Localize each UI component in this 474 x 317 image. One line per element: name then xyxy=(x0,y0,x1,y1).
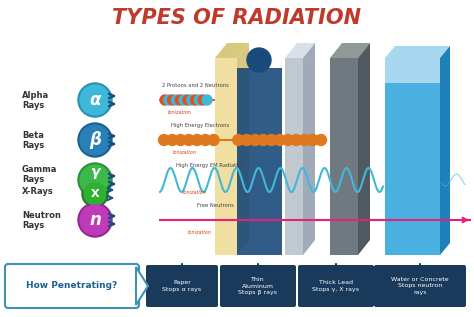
Circle shape xyxy=(160,95,170,105)
Text: How Penetrating?: How Penetrating? xyxy=(27,281,118,290)
Bar xyxy=(385,58,440,83)
Circle shape xyxy=(167,134,178,146)
Circle shape xyxy=(80,165,110,195)
Circle shape xyxy=(175,134,186,146)
Text: Alpha: Alpha xyxy=(22,90,49,100)
Text: Ionization: Ionization xyxy=(168,110,192,115)
Text: n: n xyxy=(89,211,101,229)
Text: Rays: Rays xyxy=(22,222,44,230)
Circle shape xyxy=(291,134,302,146)
Bar xyxy=(330,58,358,255)
Circle shape xyxy=(179,95,189,105)
Text: Ionization: Ionization xyxy=(173,150,197,155)
Polygon shape xyxy=(303,43,315,255)
Circle shape xyxy=(187,95,197,105)
Circle shape xyxy=(316,134,327,146)
Polygon shape xyxy=(440,46,450,255)
Circle shape xyxy=(191,95,201,105)
Circle shape xyxy=(266,134,277,146)
FancyBboxPatch shape xyxy=(220,265,296,307)
Text: Paper
Stops α rays: Paper Stops α rays xyxy=(163,281,201,292)
Circle shape xyxy=(241,134,252,146)
Polygon shape xyxy=(330,43,370,58)
Text: γ: γ xyxy=(90,165,100,179)
Circle shape xyxy=(183,95,193,105)
FancyBboxPatch shape xyxy=(298,265,374,307)
Circle shape xyxy=(168,95,178,105)
Text: X-Rays: X-Rays xyxy=(22,187,54,197)
Circle shape xyxy=(258,134,269,146)
Circle shape xyxy=(283,134,293,146)
Circle shape xyxy=(233,134,244,146)
Circle shape xyxy=(247,48,271,72)
Bar xyxy=(237,68,282,255)
Circle shape xyxy=(194,95,204,105)
Circle shape xyxy=(307,134,318,146)
Polygon shape xyxy=(285,43,315,58)
Text: Ionization: Ionization xyxy=(188,230,212,235)
Circle shape xyxy=(208,134,219,146)
Polygon shape xyxy=(237,43,249,255)
Circle shape xyxy=(164,95,174,105)
Text: TYPES OF RADIATION: TYPES OF RADIATION xyxy=(112,8,362,28)
Circle shape xyxy=(80,205,110,235)
Text: Free Neutrons: Free Neutrons xyxy=(197,203,233,208)
FancyBboxPatch shape xyxy=(146,265,218,307)
Text: High Energy Electrons: High Energy Electrons xyxy=(171,123,229,128)
Circle shape xyxy=(78,203,112,237)
FancyBboxPatch shape xyxy=(5,264,139,308)
Circle shape xyxy=(175,95,185,105)
Text: X: X xyxy=(91,189,100,199)
Circle shape xyxy=(78,163,112,197)
Circle shape xyxy=(172,95,182,105)
Bar xyxy=(285,58,303,255)
Circle shape xyxy=(191,134,202,146)
Polygon shape xyxy=(358,43,370,255)
Circle shape xyxy=(78,83,112,117)
Circle shape xyxy=(158,134,170,146)
Text: β: β xyxy=(89,131,101,149)
Circle shape xyxy=(78,123,112,157)
Text: Rays: Rays xyxy=(22,176,44,184)
Text: Neutron: Neutron xyxy=(22,210,61,219)
Text: Rays: Rays xyxy=(22,141,44,151)
Text: Beta: Beta xyxy=(22,131,44,139)
Polygon shape xyxy=(215,43,249,58)
Circle shape xyxy=(80,85,110,115)
Text: Water or Concrete
Stops neutron
rays: Water or Concrete Stops neutron rays xyxy=(391,277,449,295)
Polygon shape xyxy=(385,46,450,58)
Text: Ionization: Ionization xyxy=(183,190,207,195)
Text: Thick Lead
Stops γ, X rays: Thick Lead Stops γ, X rays xyxy=(312,281,359,292)
Circle shape xyxy=(202,95,212,105)
Circle shape xyxy=(183,134,194,146)
Circle shape xyxy=(80,125,110,155)
Circle shape xyxy=(299,134,310,146)
Text: High Energy EM Radiation: High Energy EM Radiation xyxy=(176,163,244,168)
Circle shape xyxy=(82,181,108,207)
Bar xyxy=(385,58,440,255)
Polygon shape xyxy=(136,267,148,305)
Circle shape xyxy=(274,134,285,146)
Text: Gamma: Gamma xyxy=(22,165,57,174)
Bar xyxy=(215,58,237,255)
Circle shape xyxy=(198,95,208,105)
Circle shape xyxy=(84,183,106,205)
Circle shape xyxy=(249,134,260,146)
Text: α: α xyxy=(89,91,100,109)
Text: 2 Protons and 2 Neutrons: 2 Protons and 2 Neutrons xyxy=(162,83,228,88)
Circle shape xyxy=(200,134,211,146)
Text: Thin
Aluminum
Stops β rays: Thin Aluminum Stops β rays xyxy=(238,277,277,295)
FancyBboxPatch shape xyxy=(374,265,466,307)
Text: Rays: Rays xyxy=(22,101,44,111)
